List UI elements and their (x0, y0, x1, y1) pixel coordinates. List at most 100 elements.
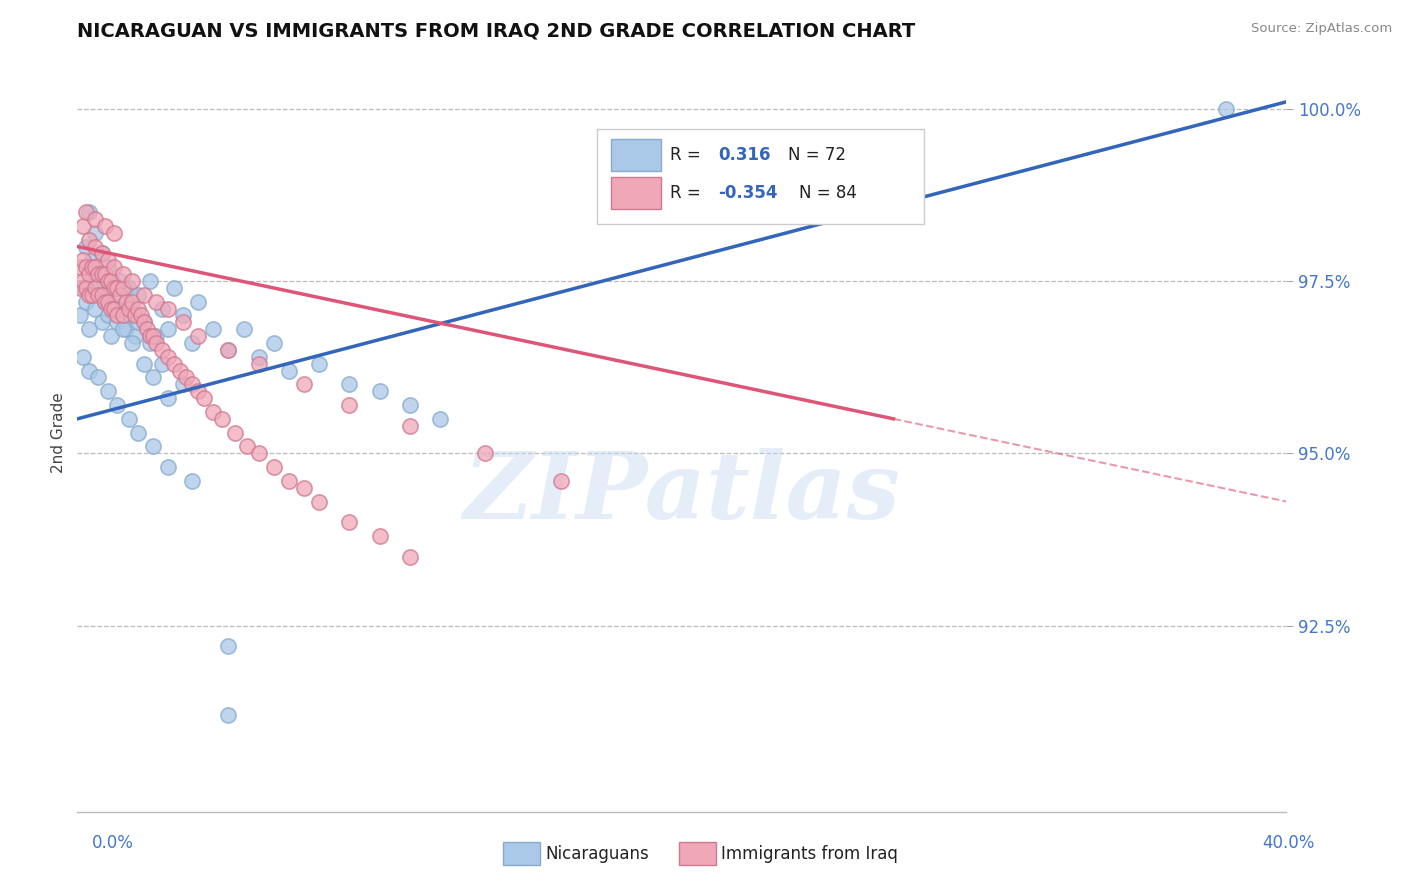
Point (429, 412, 451, 426)
Point (399, 418, 422, 433)
Point (90, 267, 112, 281)
Point (163, 281, 186, 295)
Point (139, 336, 162, 351)
Point (127, 315, 149, 329)
Point (247, 350, 270, 364)
Point (90, 246, 112, 260)
Point (218, 640, 240, 654)
Point (247, 357, 270, 371)
Point (172, 377, 194, 392)
Point (172, 315, 194, 329)
Point (218, 343, 240, 357)
Point (399, 398, 422, 412)
Point (111, 309, 134, 323)
Point (292, 377, 315, 392)
Point (337, 377, 360, 392)
Point (111, 267, 134, 281)
Point (121, 294, 143, 309)
Point (118, 301, 141, 316)
Point (157, 350, 180, 364)
Point (82, 260, 104, 275)
Point (157, 391, 180, 405)
Point (202, 405, 225, 419)
Point (105, 398, 128, 412)
Point (142, 439, 165, 453)
Point (84, 211, 107, 226)
Point (100, 329, 122, 343)
Point (75, 294, 97, 309)
Point (87, 287, 110, 301)
Point (232, 322, 254, 336)
Point (72, 253, 94, 268)
Point (105, 315, 128, 329)
Point (82, 287, 104, 301)
Point (278, 363, 301, 377)
Point (150, 301, 173, 316)
Point (87, 370, 110, 384)
Point (145, 294, 167, 309)
Point (103, 281, 125, 295)
Point (111, 322, 134, 336)
Point (93, 287, 115, 301)
Point (1215, 102, 1237, 116)
Point (75, 205, 97, 219)
Point (263, 336, 285, 351)
Point (72, 350, 94, 364)
Point (87, 274, 110, 288)
Point (105, 281, 128, 295)
Point (193, 391, 215, 405)
Point (87, 281, 110, 295)
Point (93, 294, 115, 309)
Text: 0.0%: 0.0% (91, 834, 134, 852)
Point (263, 460, 285, 475)
Point (79, 267, 101, 281)
Point (90, 287, 112, 301)
Point (82, 253, 104, 268)
Point (235, 439, 257, 453)
Point (145, 329, 167, 343)
Point (181, 474, 204, 488)
Point (132, 357, 155, 371)
Point (218, 708, 240, 723)
Point (103, 301, 125, 316)
Point (142, 329, 165, 343)
Point (150, 357, 173, 371)
Y-axis label: 2nd Grade: 2nd Grade (51, 392, 66, 473)
Point (121, 309, 143, 323)
Point (96, 384, 118, 399)
Point (114, 322, 136, 336)
Point (118, 412, 141, 426)
Point (150, 343, 173, 357)
Point (187, 294, 209, 309)
Point (100, 274, 122, 288)
Text: 40.0%: 40.0% (1263, 834, 1315, 852)
Point (69, 281, 91, 295)
Text: 0.316: 0.316 (718, 146, 770, 164)
Point (72, 274, 94, 288)
Point (132, 287, 155, 301)
FancyBboxPatch shape (610, 139, 661, 171)
Point (129, 309, 152, 323)
Point (157, 460, 180, 475)
Text: R =: R = (669, 146, 706, 164)
Point (114, 294, 136, 309)
Point (100, 301, 122, 316)
Text: Immigrants from Iraq: Immigrants from Iraq (721, 845, 898, 863)
Point (118, 281, 141, 295)
Point (93, 294, 115, 309)
Point (79, 287, 101, 301)
Point (247, 446, 270, 460)
Point (211, 412, 233, 426)
Point (96, 253, 118, 268)
Point (202, 322, 225, 336)
Point (79, 233, 101, 247)
Point (399, 549, 422, 564)
Point (96, 294, 118, 309)
Point (84, 239, 107, 253)
Point (172, 309, 194, 323)
Point (218, 343, 240, 357)
Point (69, 309, 91, 323)
Point (72, 219, 94, 233)
Point (87, 267, 110, 281)
Text: ZIPatlas: ZIPatlas (464, 449, 900, 538)
